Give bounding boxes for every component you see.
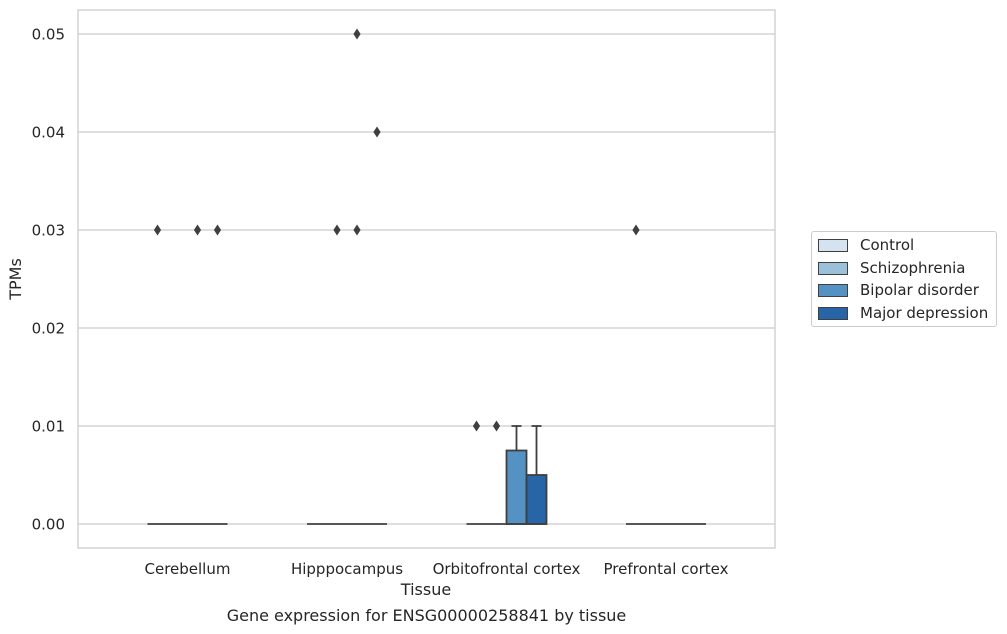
x-tick-label: Orbitofrontal cortex <box>433 560 581 578</box>
outlier-point <box>373 126 381 138</box>
y-tick-label: 0.02 <box>32 320 65 338</box>
outlier-point <box>353 28 361 40</box>
legend-swatch-bipolar-disorder <box>818 283 848 297</box>
legend-label-control: Control <box>860 236 915 254</box>
y-axis-label: TPMs <box>6 258 25 301</box>
outlier-point <box>353 224 361 236</box>
box-3-2 <box>525 425 548 525</box>
legend-item-major-depression: Major depression <box>818 303 988 323</box>
legend-swatch-major-depression <box>818 306 848 320</box>
y-tick-label: 0.04 <box>32 124 65 142</box>
legend-item-bipolar-disorder: Bipolar disorder <box>818 280 979 300</box>
outlier-point <box>153 224 162 236</box>
y-tick-label: 0.00 <box>32 516 65 534</box>
outlier-point <box>193 224 202 236</box>
legend-label-major-depression: Major depression <box>860 304 989 322</box>
outlier-layer <box>153 28 640 432</box>
plot-area-frame <box>77 9 776 549</box>
legend-label-schizophrenia: Schizophrenia <box>860 259 966 277</box>
legend-swatch-schizophrenia <box>818 261 848 275</box>
box-body <box>525 474 548 525</box>
y-axis-ticks: 0.00 0.01 0.02 0.03 0.04 0.05 <box>32 26 65 534</box>
outlier-point <box>333 224 341 236</box>
outlier-point <box>472 420 481 432</box>
x-tick-label: Prefrontal cortex <box>604 560 729 578</box>
y-tick-label: 0.05 <box>32 26 65 44</box>
outlier-point <box>213 224 222 236</box>
outlier-point <box>632 224 640 236</box>
x-tick-label: Hipppocampus <box>291 560 403 578</box>
legend-swatch-control <box>818 238 848 252</box>
y-tick-label: 0.01 <box>32 418 65 436</box>
legend-item-schizophrenia: Schizophrenia <box>818 258 965 278</box>
x-axis-ticks: Cerebellum Hipppocampus Orbitofrontal cort… <box>145 560 729 578</box>
legend: Control Schizophrenia Bipolar disorder M… <box>811 231 997 327</box>
box-body <box>505 449 528 525</box>
legend-item-control: Control <box>818 235 914 255</box>
grid-lines <box>78 33 775 525</box>
legend-label-bipolar-disorder: Bipolar disorder <box>860 281 979 299</box>
outlier-point <box>492 420 501 432</box>
box-2-2 <box>505 425 528 525</box>
chart-title: Gene expression for ENSG00000258841 by t… <box>226 606 627 625</box>
x-tick-label: Cerebellum <box>145 560 231 578</box>
box-layer <box>147 425 706 525</box>
y-tick-label: 0.03 <box>32 222 65 240</box>
x-axis-label: Tissue <box>400 580 451 599</box>
